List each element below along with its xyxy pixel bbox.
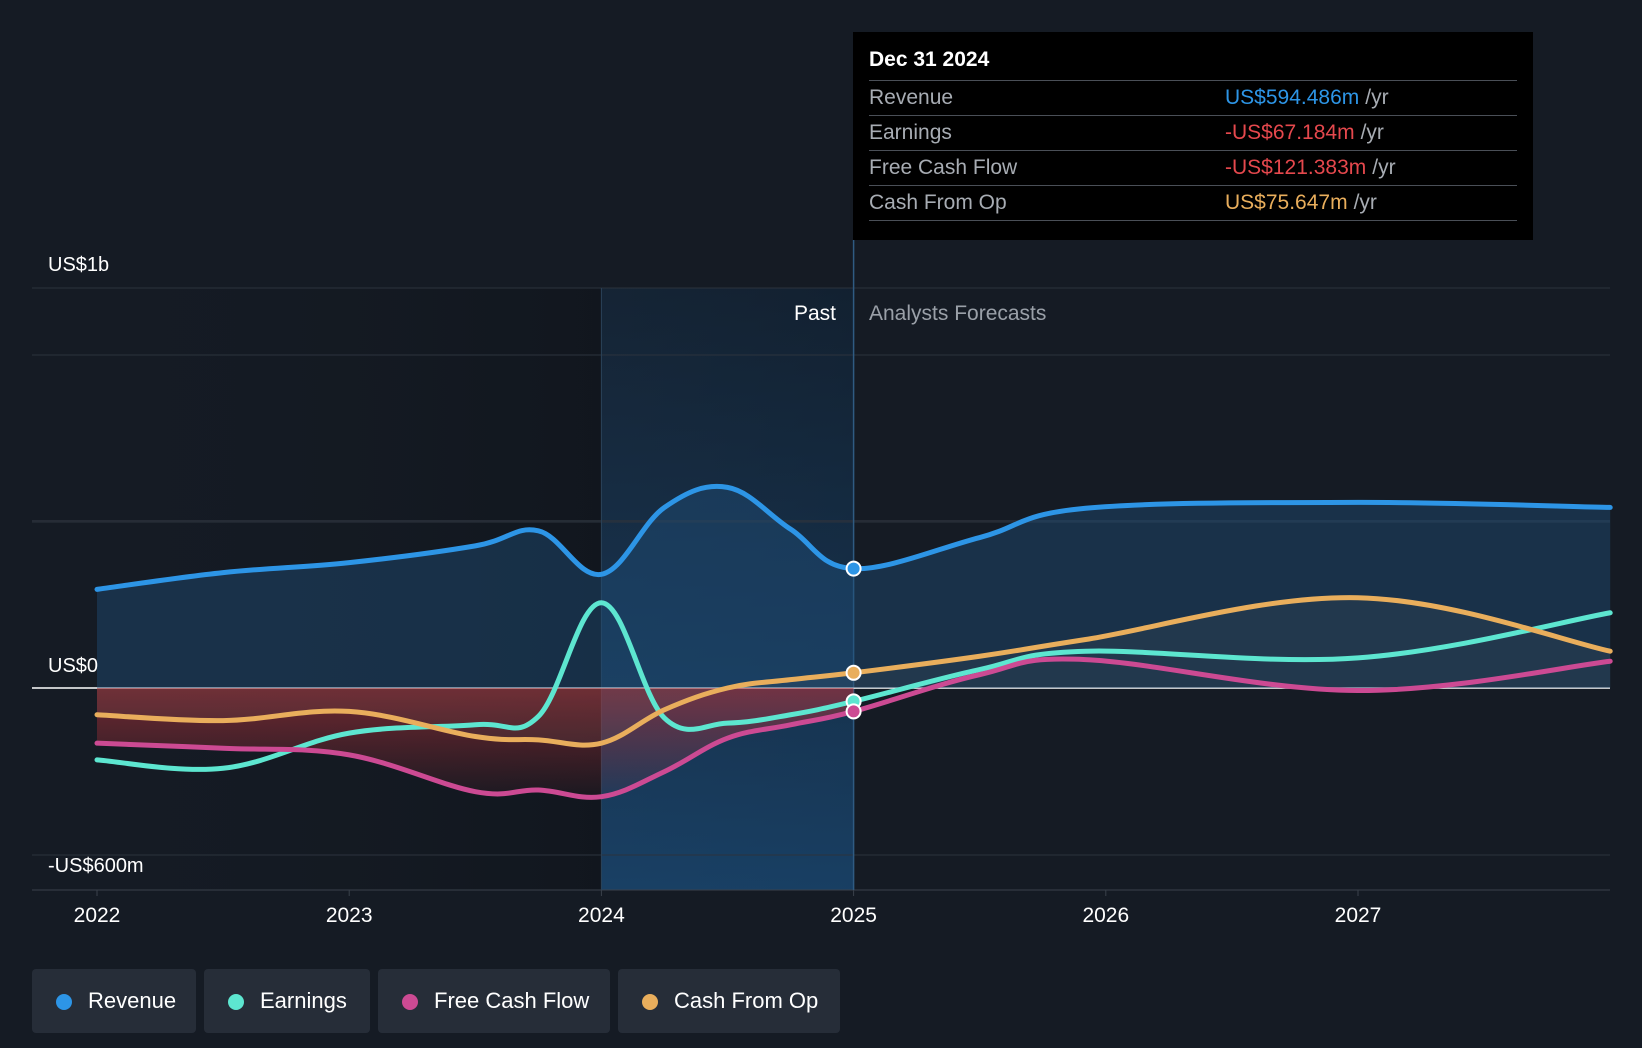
- tooltip-label: Earnings: [869, 121, 952, 144]
- x-tick-label: 2027: [1335, 904, 1382, 927]
- legend-label: Earnings: [260, 988, 347, 1013]
- tooltip-row-revenue: Revenue US$594.486m/yr: [869, 81, 1517, 116]
- tooltip-value-revenue: US$594.486m/yr: [1225, 86, 1389, 109]
- legend-item-free-cash-flow[interactable]: Free Cash Flow: [378, 969, 610, 1033]
- legend-label: Cash From Op: [674, 988, 819, 1013]
- marker-revenue: [845, 560, 862, 577]
- marker-free-cash-flow: [845, 703, 862, 720]
- legend-dot-icon: [228, 994, 244, 1010]
- marker-cash-from-op: [845, 664, 862, 681]
- legend-dot-icon: [642, 994, 658, 1010]
- legend-label: Revenue: [88, 988, 177, 1013]
- legend-item-revenue[interactable]: Revenue: [32, 969, 196, 1033]
- legend-label: Free Cash Flow: [434, 988, 590, 1013]
- cash-from-op-area: [97, 597, 1611, 746]
- past-label: Past: [794, 302, 836, 325]
- x-tick-label: 2024: [578, 904, 625, 927]
- tooltip-title: Dec 31 2024: [869, 46, 1517, 81]
- legend-item-cash-from-op[interactable]: Cash From Op: [618, 969, 840, 1033]
- tooltip-label: Cash From Op: [869, 191, 1007, 214]
- y-label-bottom: -US$600m: [48, 855, 144, 877]
- series-line-revenue: [94, 484, 1613, 592]
- tooltip-row-earnings: Earnings -US$67.184m/yr: [869, 116, 1517, 151]
- x-tick-label: 2023: [326, 904, 373, 927]
- tooltip-label: Revenue: [869, 86, 954, 109]
- series-line-earnings: [94, 600, 1613, 772]
- legend-dot-icon: [402, 994, 418, 1010]
- tooltip-row-cfo: Cash From Op US$75.647m/yr: [869, 186, 1517, 221]
- series-line-cash-from-op: [94, 595, 1613, 748]
- legend-dot-icon: [56, 994, 72, 1010]
- tooltip-row-fcf: Free Cash Flow -US$121.383m/yr: [869, 151, 1517, 186]
- x-tick-label: 2022: [74, 904, 121, 927]
- tooltip-value-earnings: -US$67.184m/yr: [1225, 121, 1384, 144]
- tooltip-label: Free Cash Flow: [869, 156, 1018, 179]
- tooltip-value-fcf: -US$121.383m/yr: [1225, 156, 1396, 179]
- revenue-area: [97, 486, 1611, 688]
- x-tick-label: 2026: [1082, 904, 1129, 927]
- tooltip: Dec 31 2024 Revenue US$594.486m/yr Earni…: [853, 32, 1533, 240]
- y-label-top: US$1b: [48, 254, 109, 276]
- highlight-band: [601, 288, 854, 890]
- legend-item-earnings[interactable]: Earnings: [204, 969, 370, 1033]
- x-tick-label: 2025: [830, 904, 877, 927]
- y-label-zero: US$0: [48, 655, 98, 677]
- forecast-label: Analysts Forecasts: [869, 302, 1046, 325]
- series-line-free-cash-flow: [94, 656, 1613, 800]
- tooltip-value-cfo: US$75.647m/yr: [1225, 191, 1377, 214]
